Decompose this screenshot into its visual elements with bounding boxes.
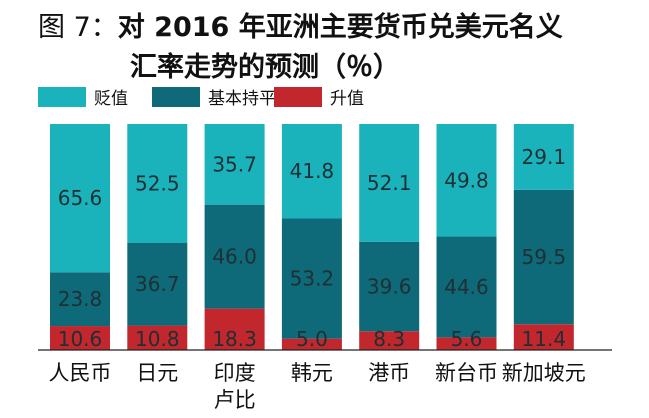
bar-segment xyxy=(436,124,497,237)
data-label: 52.1 xyxy=(367,171,412,195)
legend-swatch xyxy=(38,87,86,107)
bar-segment xyxy=(204,308,265,350)
data-label: 10.6 xyxy=(58,327,103,351)
bar-segment xyxy=(50,124,110,273)
bar-segment xyxy=(436,337,497,350)
data-label: 5.6 xyxy=(451,327,483,351)
bar-segment xyxy=(281,338,342,350)
x-tick-label: 韩元 xyxy=(291,361,333,385)
bar-segment xyxy=(436,236,497,338)
legend: 贬值 基本持平 升值 xyxy=(38,87,364,109)
data-label: 49.8 xyxy=(444,168,489,192)
bar-segment xyxy=(359,241,420,332)
bar-segment xyxy=(204,124,265,205)
x-tick-label: 新台币 xyxy=(435,361,498,385)
title-prefix: 图 7： xyxy=(38,12,118,43)
data-label: 46.0 xyxy=(212,245,257,269)
bar-segment xyxy=(359,124,420,242)
x-tick-label: 港币 xyxy=(368,361,410,385)
title-line-1: 图 7：对 2016 年亚洲主要货币兑美元名义 xyxy=(38,11,563,43)
x-tick-label: 新加坡元 xyxy=(502,361,586,385)
legend-label: 贬值 xyxy=(94,89,128,109)
bar-segment xyxy=(127,124,188,243)
bar-segment xyxy=(359,331,420,350)
title-main: 对 2016 年亚洲主要货币兑美元名义 xyxy=(118,11,563,43)
bar-segment xyxy=(281,124,342,219)
data-label: 36.7 xyxy=(135,272,180,296)
x-tick-label: 卢比 xyxy=(214,388,256,412)
data-label: 44.6 xyxy=(444,275,489,299)
bar-segment xyxy=(50,272,110,327)
x-tick-label: 人民币 xyxy=(49,361,112,385)
data-label: 10.8 xyxy=(135,327,180,351)
data-label: 35.7 xyxy=(212,152,257,176)
data-label: 39.6 xyxy=(367,274,412,298)
x-tick-label: 日元 xyxy=(136,361,178,385)
data-label: 52.5 xyxy=(135,171,180,195)
bar-segment xyxy=(513,189,574,325)
bar-segment xyxy=(127,325,188,350)
bar-segment xyxy=(50,326,110,350)
data-label: 11.4 xyxy=(522,327,567,351)
legend-label: 基本持平 xyxy=(208,89,276,109)
data-label: 23.8 xyxy=(58,287,103,311)
bar-segment xyxy=(513,324,574,350)
data-label: 53.2 xyxy=(290,267,335,291)
x-tick-label: 印度 xyxy=(214,361,256,385)
legend-label: 升值 xyxy=(330,89,364,109)
bar-segment xyxy=(513,124,574,190)
chart-title: 图 7：对 2016 年亚洲主要货币兑美元名义 汇率走势的预测（％） xyxy=(38,11,563,83)
legend-swatch xyxy=(152,87,200,107)
data-label: 18.3 xyxy=(212,327,257,351)
bar-segment xyxy=(127,242,188,326)
data-label: 5.0 xyxy=(296,327,328,351)
data-label: 29.1 xyxy=(522,145,567,169)
data-label: 65.6 xyxy=(58,186,103,210)
title-line-2: 汇率走势的预测（％） xyxy=(130,51,400,83)
bar-segment xyxy=(204,204,265,309)
data-label: 59.5 xyxy=(522,245,567,269)
bars: 10.6 23.8 65.6 10.8 36.7 52.5 18.3 46.0 35.7 5.0 5… xyxy=(50,124,574,351)
data-label: 41.8 xyxy=(290,159,335,183)
legend-swatch xyxy=(274,87,322,107)
data-label: 8.3 xyxy=(373,327,405,351)
bar-segment xyxy=(281,218,342,339)
